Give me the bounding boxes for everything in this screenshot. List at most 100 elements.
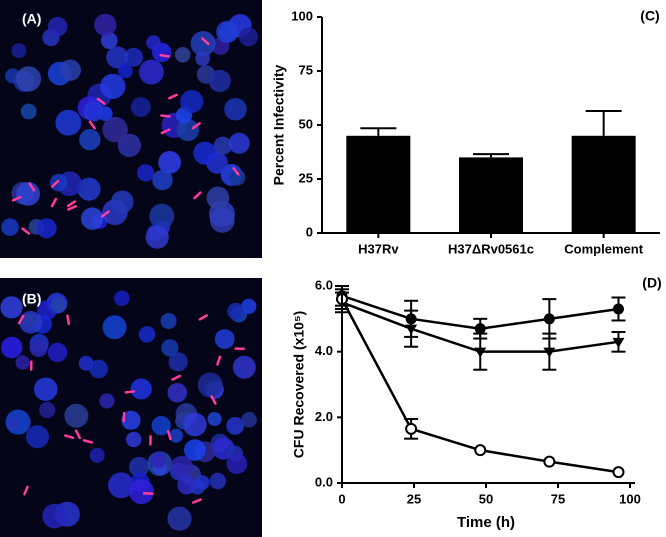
- nucleus: [216, 20, 239, 44]
- nucleus: [174, 47, 191, 63]
- bacterium: [23, 485, 29, 496]
- cells-a: [1, 13, 258, 249]
- nucleus: [108, 472, 134, 499]
- nucleus: [125, 431, 142, 448]
- y-tick-label: 75: [299, 62, 313, 77]
- bacterium: [124, 390, 135, 394]
- nucleus: [121, 410, 141, 430]
- nucleus: [106, 46, 129, 69]
- bacterium: [191, 498, 202, 504]
- nucleus: [197, 372, 223, 398]
- nucleus: [207, 411, 222, 427]
- nucleus: [0, 336, 23, 359]
- nucleus: [81, 207, 104, 230]
- bacterium: [96, 97, 106, 105]
- nucleus: [117, 133, 142, 158]
- nucleus: [161, 339, 179, 357]
- nucleus: [29, 338, 48, 358]
- marker: [543, 347, 556, 358]
- nucleus: [16, 181, 41, 206]
- nucleus: [100, 73, 126, 99]
- y-tick-label: 25: [299, 170, 313, 185]
- bacterium: [210, 395, 217, 405]
- y-tick-label: 6.0: [315, 277, 333, 292]
- nucleus: [209, 472, 226, 490]
- marker: [405, 324, 418, 335]
- nucleus: [239, 27, 258, 47]
- nucleus: [59, 59, 81, 81]
- nucleus: [36, 218, 57, 239]
- nucleus: [11, 43, 27, 59]
- y-axis-title: Percent Infectivity: [271, 64, 287, 185]
- nucleus: [6, 416, 21, 432]
- nucleus: [99, 393, 115, 409]
- marker: [612, 337, 625, 348]
- nucleus: [232, 355, 256, 379]
- nucleus: [55, 109, 82, 136]
- bacterium: [64, 434, 75, 440]
- nucleus: [89, 359, 109, 379]
- x-tick-label: 50: [479, 491, 493, 506]
- nucleus: [77, 177, 101, 201]
- nucleus: [129, 456, 150, 478]
- bacterium: [168, 93, 178, 100]
- y-axis-title: CFU Recovered (x10⁵): [291, 311, 307, 458]
- nucleus: [25, 425, 49, 449]
- nucleus: [229, 169, 246, 186]
- bacterium: [198, 314, 209, 321]
- bacterium: [66, 200, 77, 208]
- bacterium: [82, 439, 94, 444]
- bacterium: [66, 314, 71, 325]
- x-tick-label: 75: [551, 491, 565, 506]
- marker: [612, 303, 624, 315]
- x-tick-label: 0: [338, 491, 345, 506]
- nucleus: [206, 186, 230, 210]
- nucleus: [146, 35, 161, 50]
- marker: [405, 422, 418, 435]
- bacterium: [159, 53, 170, 58]
- nucleus: [149, 203, 175, 229]
- bacterium: [191, 122, 201, 130]
- nucleus: [89, 447, 105, 463]
- nucleus: [195, 475, 210, 490]
- nucleus: [226, 416, 245, 435]
- bacterium: [11, 195, 22, 202]
- nucleus: [145, 225, 169, 249]
- nucleus: [64, 403, 89, 428]
- nucleus: [214, 329, 235, 349]
- bacterium: [17, 314, 25, 325]
- bacterium: [100, 210, 110, 218]
- bacterium: [171, 374, 182, 381]
- nucleus: [167, 382, 188, 403]
- nucleus: [15, 66, 42, 92]
- bacterium: [166, 429, 172, 441]
- nucleus: [170, 455, 193, 478]
- marker: [474, 444, 487, 457]
- nucleus: [137, 164, 155, 182]
- nucleus: [193, 141, 217, 165]
- bar: [459, 157, 523, 233]
- bacterium: [74, 429, 81, 440]
- panel-label: (C): [640, 8, 659, 24]
- nucleus: [79, 128, 101, 151]
- bacterium: [193, 191, 202, 200]
- nucleus: [1, 218, 19, 236]
- nucleus: [94, 13, 117, 37]
- nucleus: [118, 63, 133, 79]
- cells-b: [0, 290, 257, 531]
- bacterium: [67, 205, 77, 211]
- y-tick-label: 100: [291, 8, 313, 23]
- bacterium: [51, 179, 60, 188]
- y-tick-label: 0.0: [315, 474, 333, 489]
- nucleus: [130, 97, 151, 118]
- marker: [543, 313, 555, 325]
- nucleus: [150, 452, 167, 469]
- bacterium: [50, 197, 58, 208]
- x-axis-title: Time (h): [457, 514, 515, 531]
- marker: [474, 323, 486, 335]
- nucleus: [168, 352, 188, 372]
- panel-label: (D): [642, 275, 661, 291]
- bacterium: [216, 355, 222, 366]
- nucleus: [190, 31, 216, 57]
- bacterium: [232, 167, 240, 176]
